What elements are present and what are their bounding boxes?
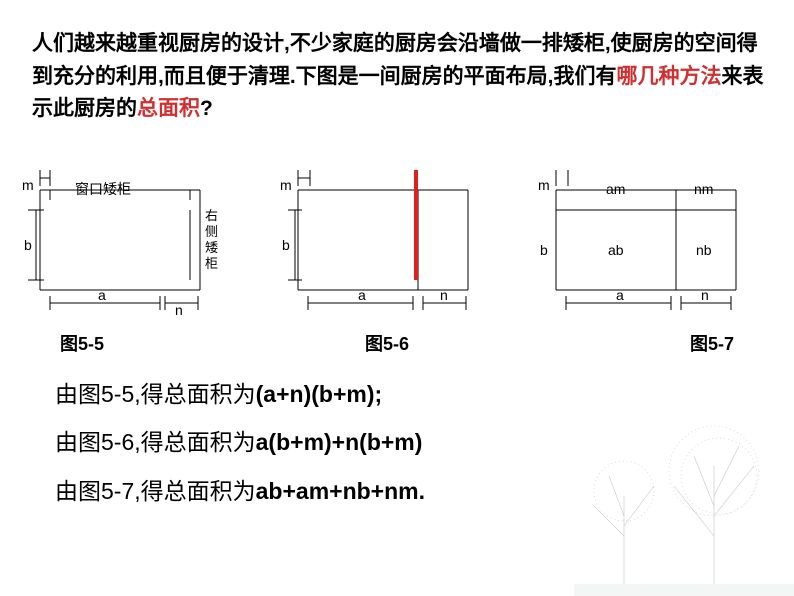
diagram-5-5-svg: m b a n 窗口矮柜 右 侧 矮 柜 <box>10 150 270 330</box>
result-1: 由图5-5,得总面积为(a+n)(b+m); <box>55 370 425 418</box>
svg-text:矮: 矮 <box>205 240 218 255</box>
diagrams-row: m b a n 窗口矮柜 右 侧 矮 柜 <box>10 150 784 330</box>
result-2-prefix: 由图5-6,得总面积为 <box>55 429 256 455</box>
svg-text:b: b <box>282 237 290 253</box>
svg-text:a: a <box>98 287 106 303</box>
intro-text: 人们越来越重视厨房的设计,不少家庭的厨房会沿墙做一排矮柜,使厨房的空间得到充分的… <box>32 28 774 126</box>
svg-text:b: b <box>24 237 32 253</box>
svg-text:m: m <box>22 177 34 193</box>
svg-text:柜: 柜 <box>205 256 218 271</box>
result-2-expr: a(b+m)+n(b+m) <box>256 429 423 455</box>
svg-text:ab: ab <box>608 242 624 258</box>
diagram-5-5: m b a n 窗口矮柜 右 侧 矮 柜 <box>10 150 268 330</box>
svg-text:m: m <box>280 177 292 193</box>
result-3: 由图5-7,得总面积为ab+am+nb+nm. <box>55 467 425 515</box>
svg-text:nb: nb <box>696 242 712 258</box>
results-block: 由图5-5,得总面积为(a+n)(b+m); 由图5-6,得总面积为a(b+m)… <box>55 370 425 515</box>
svg-text:侧: 侧 <box>205 224 218 239</box>
svg-text:n: n <box>175 302 183 318</box>
svg-text:m: m <box>538 177 550 193</box>
caption-5-5: 图5-5 <box>60 330 104 356</box>
svg-text:nm: nm <box>694 181 713 197</box>
diagram-5-6-svg: m b a n <box>268 150 528 330</box>
caption-5-6: 图5-6 <box>365 330 409 356</box>
svg-text:n: n <box>440 287 448 303</box>
result-1-prefix: 由图5-5,得总面积为 <box>55 381 256 407</box>
svg-text:右: 右 <box>205 208 218 223</box>
svg-text:窗口矮柜: 窗口矮柜 <box>75 181 131 197</box>
diagram-5-7-svg: m am nm b ab nb a n <box>526 150 786 330</box>
diagram-5-7: m am nm b ab nb a n <box>526 150 784 330</box>
svg-text:am: am <box>606 181 625 197</box>
caption-row: 图5-5 图5-6 图5-7 <box>60 330 734 356</box>
intro-part3: ? <box>200 97 213 120</box>
result-3-expr: ab+am+nb+nm. <box>256 478 425 504</box>
svg-text:b: b <box>540 242 548 258</box>
result-2: 由图5-6,得总面积为a(b+m)+n(b+m) <box>55 418 425 466</box>
tree-decoration <box>574 416 794 596</box>
intro-hl2: 总面积 <box>137 97 200 120</box>
svg-text:a: a <box>616 287 624 303</box>
red-divider-line <box>414 170 418 280</box>
diagram-5-6: m b a n <box>268 150 526 330</box>
intro-hl1: 哪几种方法 <box>617 65 722 88</box>
caption-5-7: 图5-7 <box>690 330 734 356</box>
result-1-expr: (a+n)(b+m); <box>256 381 383 407</box>
svg-text:n: n <box>701 287 709 303</box>
result-3-prefix: 由图5-7,得总面积为 <box>55 478 256 504</box>
svg-text:a: a <box>358 287 366 303</box>
